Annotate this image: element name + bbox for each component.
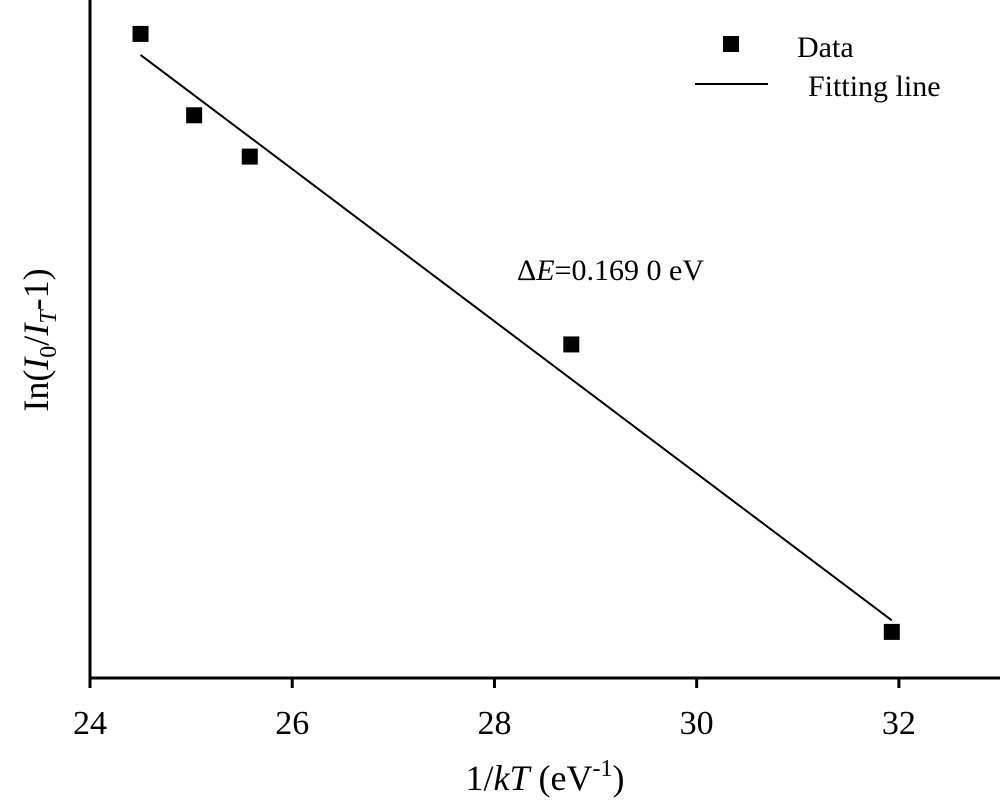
plot-area — [132, 25, 900, 640]
x-ticks: 24 26 28 30 32 — [73, 678, 916, 742]
y-axis-label: In(I0/IT-1) — [16, 268, 62, 411]
x-tick-label: 32 — [882, 705, 916, 742]
x-axis-label: 1/kT (eV-1) — [466, 756, 625, 798]
x-tick-label: 26 — [275, 705, 309, 742]
legend-data-label: Data — [797, 31, 854, 64]
data-point — [563, 336, 580, 353]
legend-fit-label: Fitting line — [808, 70, 941, 103]
fitting-line — [139, 54, 893, 622]
legend: Data Fitting line — [695, 31, 941, 103]
x-tick-label: 24 — [73, 705, 107, 742]
axes — [88, 0, 1000, 680]
delta-e-annotation: ΔE=0.169 0 eV — [517, 254, 704, 287]
data-point — [132, 25, 149, 42]
x-tick-label: 28 — [477, 705, 511, 742]
data-point — [186, 107, 203, 124]
data-point — [241, 148, 258, 165]
legend-data-marker — [723, 36, 739, 52]
data-point — [883, 623, 900, 640]
x-tick-label: 30 — [680, 705, 714, 742]
